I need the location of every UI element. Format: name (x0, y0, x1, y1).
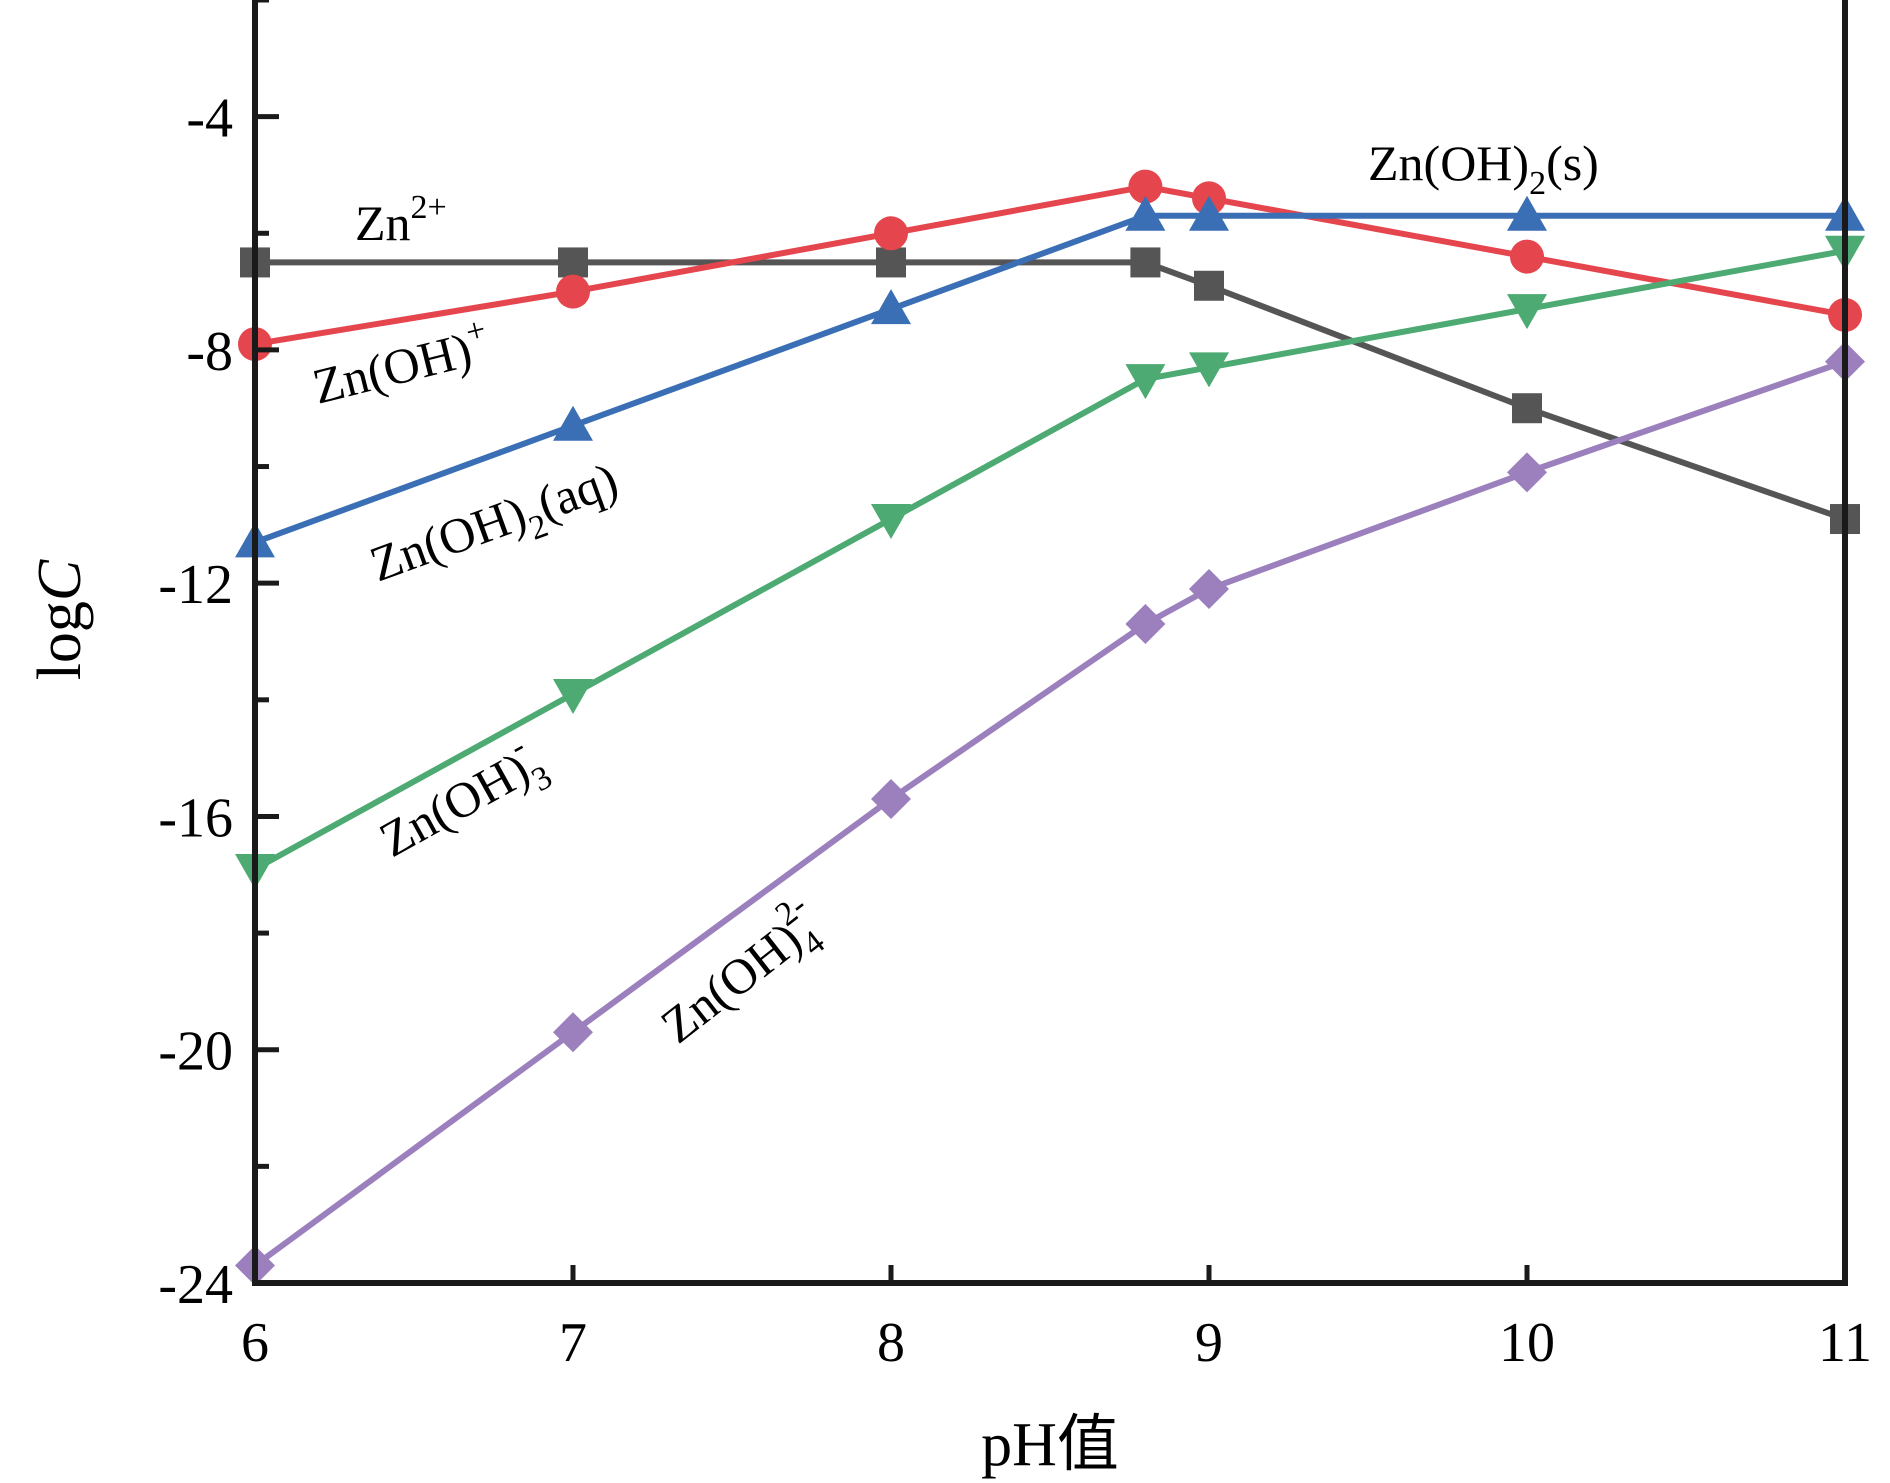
x-tick-label-5: 11 (1818, 1312, 1872, 1374)
x-tick-label-4: 10 (1499, 1312, 1555, 1374)
annotation-znoh: Zn(OH)+ (306, 311, 496, 415)
annotation-znoh2aq-tail: (aq) (530, 451, 625, 531)
point-zn2-5 (1512, 393, 1542, 424)
point-znoh-2 (874, 216, 908, 251)
point-znoh2aq-5 (1507, 195, 1547, 231)
annotation-znoh2s-sub: 2 (1529, 165, 1546, 202)
point-znoh3-3 (1125, 364, 1166, 400)
x-axis-title: pH值 (981, 1411, 1119, 1479)
ticks-layer (252, 0, 1848, 1286)
annotation-znoh2s: Zn(OH)2(s) (1368, 135, 1599, 202)
plot-frame (252, 0, 1848, 1286)
point-znoh3-2 (871, 504, 911, 540)
point-zn2-1 (558, 247, 588, 278)
annotation-znoh-base: Zn(OH) (307, 321, 477, 414)
y-tick-label-0: -4 (186, 88, 233, 150)
annotation-znoh2s-base: Zn(OH) (1368, 135, 1529, 191)
y-axis-title: logC (26, 559, 94, 680)
markers-layer (235, 169, 1865, 1286)
annotation-znoh2aq-base: Zn(OH) (363, 485, 534, 593)
annotations-layer: Zn2+Zn(OH)+Zn(OH)2(aq)Zn(OH)3-Zn(OH)42-Z… (306, 135, 1599, 1062)
point-znoh2aq-1 (553, 405, 593, 441)
tick-labels-layer: 6 7 8 9 10 11 -4 -8 -12 -16 -20 -24 (158, 88, 1872, 1374)
series-line-zn2 (255, 259, 1846, 522)
annotation-zn2-base: Zn (355, 195, 411, 251)
point-znoh3-1 (553, 678, 593, 714)
series-layer (253, 183, 1846, 1268)
y-tick-label-4: -20 (158, 1021, 233, 1083)
point-znoh3-5 (1507, 294, 1547, 330)
x-tick-label-2: 8 (877, 1312, 905, 1374)
annotation-znoh4-base: Zn(OH) (650, 910, 811, 1053)
point-znoh3-4 (1189, 352, 1229, 388)
annotation-znoh3: Zn(OH)3- (365, 724, 558, 878)
annotation-znoh2s-tail: (s) (1546, 135, 1599, 191)
point-znoh-1 (556, 274, 590, 309)
y-tick-label-3: -16 (158, 787, 233, 849)
point-znoh-3 (1128, 169, 1163, 204)
annotation-znoh2aq: Zn(OH)2(aq) (363, 451, 629, 602)
point-znoh4-2 (871, 778, 911, 819)
annotation-znoh4: Zn(OH)42- (644, 887, 838, 1062)
x-tick-label-1: 7 (559, 1312, 587, 1374)
y-tick-label-1: -8 (186, 321, 233, 383)
point-zn2-2 (876, 247, 906, 278)
y-axis-title-main: log (26, 601, 94, 680)
point-zn2-3 (1130, 247, 1161, 278)
point-znoh2aq-2 (871, 289, 911, 325)
point-znoh-5 (1510, 239, 1544, 274)
point-znoh2aq-4 (1189, 195, 1229, 231)
annotation-zn2: Zn2+ (355, 189, 447, 251)
y-tick-label-2: -12 (158, 554, 233, 616)
point-znoh4-3 (1125, 604, 1166, 645)
y-tick-label-5: -24 (158, 1254, 233, 1316)
point-znoh4-4 (1189, 569, 1229, 610)
x-tick-label-0: 6 (241, 1312, 269, 1374)
point-zn2-4 (1194, 270, 1224, 301)
annotation-zn2-sup: 2+ (411, 189, 447, 226)
point-znoh4-5 (1507, 452, 1547, 493)
y-axis-title-italic: C (26, 559, 94, 601)
x-tick-label-3: 9 (1195, 1312, 1223, 1374)
point-znoh4-1 (553, 1012, 593, 1053)
point-znoh2aq-3 (1125, 195, 1166, 231)
